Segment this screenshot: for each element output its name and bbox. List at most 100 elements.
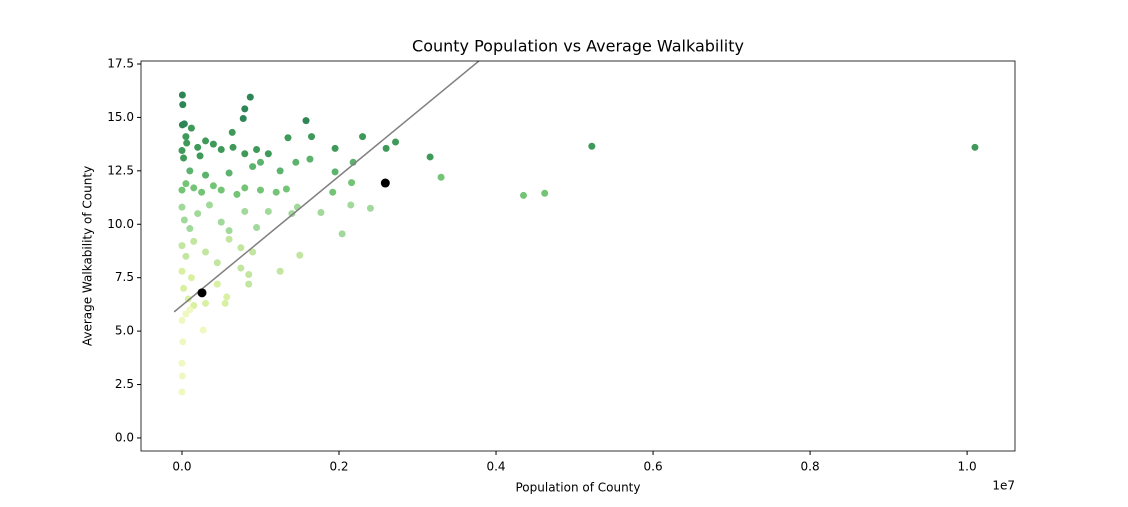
data-point [178, 372, 186, 380]
data-point [225, 227, 233, 235]
data-point [276, 167, 284, 175]
data-point [180, 120, 188, 128]
data-point [308, 133, 316, 141]
data-point [228, 128, 236, 136]
data-point [213, 259, 221, 267]
y-tick-label: 10.0 [107, 217, 134, 231]
data-point [225, 235, 233, 243]
data-point [253, 145, 261, 153]
y-tick-label: 7.5 [115, 270, 134, 284]
y-axis-label: Average Walkability of County [81, 166, 95, 346]
data-point [588, 142, 596, 150]
data-point [183, 139, 191, 147]
data-point [359, 133, 367, 141]
data-point [971, 143, 979, 151]
data-point [187, 124, 195, 132]
data-point [225, 169, 233, 177]
data-point [178, 203, 186, 211]
data-point [190, 237, 198, 245]
data-point [288, 210, 296, 218]
data-point [256, 186, 264, 194]
data-point [347, 201, 355, 209]
data-point [331, 144, 339, 152]
data-point [178, 267, 186, 275]
data-point [217, 186, 225, 194]
data-point [241, 150, 249, 158]
data-point [296, 251, 304, 259]
data-point [249, 248, 257, 256]
data-point [217, 145, 225, 153]
data-point [202, 137, 210, 145]
data-point [178, 186, 186, 194]
x-tick-label: 0.6 [644, 460, 663, 474]
data-point [180, 284, 188, 292]
data-point [338, 230, 346, 238]
data-point [178, 316, 186, 324]
data-point [190, 184, 198, 192]
data-point [241, 184, 249, 192]
data-point [202, 299, 210, 307]
data-point [209, 182, 217, 190]
data-point [329, 188, 337, 196]
data-point [178, 242, 186, 250]
x-tick-label: 0.2 [329, 460, 348, 474]
data-point [202, 248, 210, 256]
y-tick-label: 17.5 [107, 56, 134, 70]
data-point [221, 299, 229, 307]
data-point [197, 288, 207, 298]
data-point [241, 207, 249, 215]
data-point [194, 210, 202, 218]
x-tick-label: 1.0 [958, 460, 977, 474]
data-point [217, 218, 225, 226]
data-point [249, 163, 257, 171]
data-point [186, 225, 194, 233]
data-point [239, 114, 247, 122]
data-point [209, 140, 217, 148]
data-point [276, 267, 284, 275]
data-point [182, 133, 190, 141]
data-point [180, 154, 188, 162]
data-point [186, 306, 194, 314]
data-point [178, 91, 186, 99]
y-tick-label: 0.0 [115, 430, 134, 444]
data-point [245, 280, 253, 288]
data-point [182, 180, 190, 188]
data-point [264, 207, 272, 215]
data-point [241, 105, 249, 113]
data-point [196, 152, 204, 160]
data-point [380, 178, 390, 188]
data-point [199, 326, 207, 334]
data-point [213, 280, 221, 288]
data-point [182, 252, 190, 260]
data-point [178, 147, 186, 155]
data-point [237, 264, 245, 272]
data-point [520, 191, 528, 199]
y-tick-label: 15.0 [107, 110, 134, 124]
x-axis-label: Population of County [516, 481, 641, 495]
data-point [366, 204, 374, 212]
data-point [331, 168, 339, 176]
data-point [392, 138, 400, 146]
data-point [233, 190, 241, 198]
data-point [272, 188, 280, 196]
data-point [541, 189, 549, 197]
x-offset-label: 1e7 [992, 479, 1015, 493]
data-point [194, 143, 202, 151]
data-point [264, 150, 272, 158]
data-point [426, 153, 434, 161]
data-point [229, 143, 237, 151]
y-tick-label: 5.0 [115, 324, 134, 338]
data-point [178, 388, 186, 396]
data-point [245, 270, 253, 278]
trend-line [173, 61, 481, 313]
data-point [382, 144, 390, 152]
data-point [186, 167, 194, 175]
y-tick-label: 12.5 [107, 163, 134, 177]
data-point [202, 171, 210, 179]
data-point [179, 101, 187, 109]
data-point [317, 209, 325, 217]
data-point [246, 93, 254, 101]
data-point [282, 185, 290, 193]
data-point [187, 274, 195, 282]
data-point [292, 158, 300, 166]
